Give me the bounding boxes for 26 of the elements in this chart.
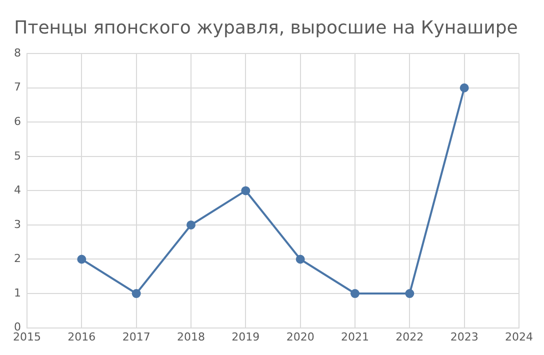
y-tick-label: 7 xyxy=(14,80,21,94)
point xyxy=(132,289,141,298)
chart-title: Птенцы японского журавля, выросшие на Кунашире xyxy=(14,17,518,38)
x-tick-label: 2023 xyxy=(450,330,478,344)
x-tick-label: 2019 xyxy=(232,330,260,344)
point xyxy=(350,289,360,298)
y-tick-label: 8 xyxy=(14,46,21,60)
x-tick-label: 2024 xyxy=(505,330,534,344)
point xyxy=(296,254,305,264)
x-tick-label: 2022 xyxy=(396,330,424,344)
y-tick-label: 4 xyxy=(14,184,21,197)
y-tick-label: 3 xyxy=(14,218,21,231)
y-tick-label: 5 xyxy=(14,149,21,162)
y-tick-label: 6 xyxy=(14,115,21,128)
y-tick-label: 1 xyxy=(14,286,21,300)
x-tick-label: 2020 xyxy=(286,330,314,344)
y-tick-label: 2 xyxy=(14,252,21,266)
point xyxy=(405,289,414,298)
x-tick-label: 2018 xyxy=(177,330,205,344)
x-tick-label: 2017 xyxy=(122,330,150,344)
point xyxy=(241,186,250,196)
point xyxy=(77,254,86,264)
point xyxy=(460,83,469,92)
point xyxy=(186,220,196,230)
x-tick-label: 2016 xyxy=(68,330,96,344)
x-tick-label: 2021 xyxy=(341,330,369,344)
